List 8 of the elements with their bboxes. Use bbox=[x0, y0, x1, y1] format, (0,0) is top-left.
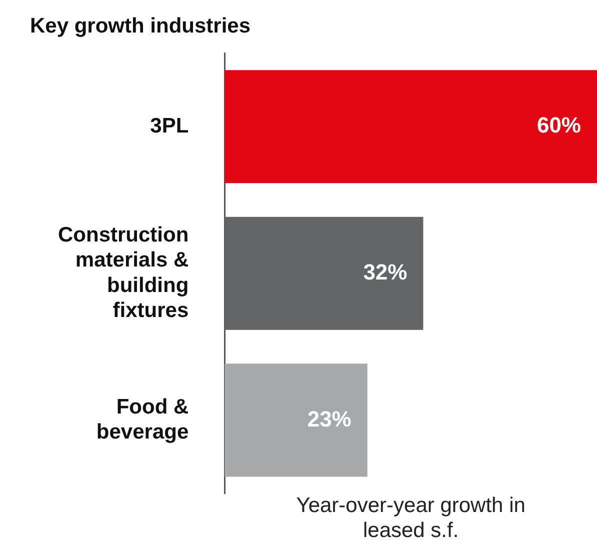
data-label: 23% bbox=[307, 406, 352, 432]
chart-title: Key growth industries bbox=[30, 14, 251, 38]
data-label: 60% bbox=[536, 112, 581, 138]
x-axis-title: Year-over-year growth in leased s.f. bbox=[296, 494, 526, 542]
y-tick-label: 3PL bbox=[150, 114, 189, 138]
y-tick-label: Construction materials & building fixtures bbox=[58, 223, 189, 322]
y-tick-label: Food & beverage bbox=[96, 395, 189, 444]
data-label: 32% bbox=[363, 259, 408, 284]
